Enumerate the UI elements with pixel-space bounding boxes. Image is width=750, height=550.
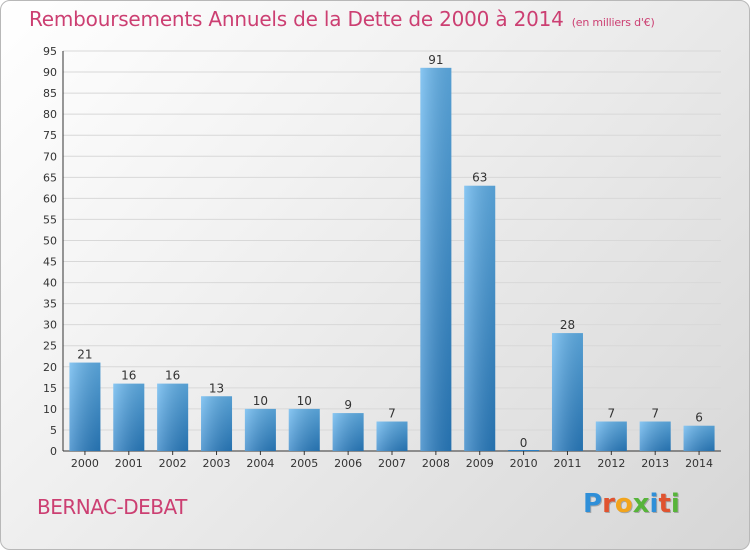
x-tick-label: 2005 xyxy=(290,457,318,470)
data-label: 16 xyxy=(165,369,180,383)
commune-name: BERNAC-DEBAT xyxy=(37,495,187,519)
x-tick-label: 2014 xyxy=(685,457,713,470)
y-tick-label: 80 xyxy=(43,108,57,121)
data-label: 0 xyxy=(520,436,528,450)
bar-shade xyxy=(376,421,408,451)
y-tick-label: 70 xyxy=(43,150,57,163)
bar-shade xyxy=(288,408,320,451)
logo-letter: x xyxy=(632,489,650,519)
bar-shade xyxy=(332,413,364,451)
x-tick-label: 2009 xyxy=(466,457,494,470)
logo-letter: r xyxy=(602,489,615,519)
y-tick-label: 0 xyxy=(50,445,57,458)
data-label: 13 xyxy=(209,381,224,395)
logo-letter: t xyxy=(658,489,671,519)
x-tick-label: 2004 xyxy=(246,457,274,470)
y-tick-label: 45 xyxy=(43,256,57,269)
chart-unit: (en milliers d'€) xyxy=(571,16,655,29)
x-tick-label: 2011 xyxy=(553,457,581,470)
logo-letter: P xyxy=(583,489,603,519)
proxiti-logo: Proxiti xyxy=(583,489,680,519)
bar-shade xyxy=(551,333,583,451)
x-tick-label: 2013 xyxy=(641,457,669,470)
x-tick-label: 2006 xyxy=(334,457,362,470)
logo-letter: o xyxy=(614,489,633,519)
data-label: 63 xyxy=(472,171,487,185)
y-tick-label: 5 xyxy=(50,424,57,437)
y-tick-label: 20 xyxy=(43,361,57,374)
data-label: 6 xyxy=(695,411,703,425)
y-tick-label: 90 xyxy=(43,66,57,79)
bar-shade xyxy=(113,383,145,451)
bar-shade xyxy=(639,421,671,451)
x-tick-label: 2002 xyxy=(159,457,187,470)
x-tick-label: 2001 xyxy=(115,457,143,470)
y-tick-label: 25 xyxy=(43,340,57,353)
data-label: 10 xyxy=(297,394,312,408)
data-label: 7 xyxy=(651,407,659,421)
y-tick-label: 65 xyxy=(43,171,57,184)
data-label: 28 xyxy=(560,318,575,332)
x-tick-label: 2008 xyxy=(422,457,450,470)
chart-title: Remboursements Annuels de la Dette de 20… xyxy=(29,7,655,31)
x-tick-label: 2000 xyxy=(71,457,99,470)
bar-shade xyxy=(201,396,233,451)
data-label: 7 xyxy=(388,407,396,421)
bar-shade xyxy=(157,383,189,451)
y-tick-label: 15 xyxy=(43,382,57,395)
x-tick-label: 2003 xyxy=(203,457,231,470)
bar-shade xyxy=(464,185,496,451)
bar-shade xyxy=(683,425,715,451)
y-tick-label: 85 xyxy=(43,87,57,100)
y-tick-label: 50 xyxy=(43,234,57,247)
data-label: 7 xyxy=(608,407,616,421)
data-label: 21 xyxy=(77,348,92,362)
y-tick-label: 40 xyxy=(43,277,57,290)
bar-shade xyxy=(244,408,276,451)
y-tick-label: 60 xyxy=(43,192,57,205)
y-tick-label: 75 xyxy=(43,129,57,142)
y-tick-label: 95 xyxy=(43,45,57,58)
x-tick-label: 2010 xyxy=(510,457,538,470)
chart-title-text: Remboursements Annuels de la Dette de 20… xyxy=(29,7,564,31)
y-tick-label: 55 xyxy=(43,213,57,226)
y-tick-label: 10 xyxy=(43,403,57,416)
y-tick-label: 30 xyxy=(43,319,57,332)
data-label: 9 xyxy=(344,398,352,412)
data-label: 91 xyxy=(428,53,443,67)
data-label: 16 xyxy=(121,369,136,383)
bar-shade xyxy=(420,67,452,451)
y-tick-label: 35 xyxy=(43,298,57,311)
x-tick-label: 2007 xyxy=(378,457,406,470)
bar-shade xyxy=(69,362,101,451)
data-label: 10 xyxy=(253,394,268,408)
bar-shade xyxy=(595,421,627,451)
x-tick-label: 2012 xyxy=(597,457,625,470)
logo-letter: i xyxy=(670,489,680,519)
logo-letter: i xyxy=(649,489,659,519)
